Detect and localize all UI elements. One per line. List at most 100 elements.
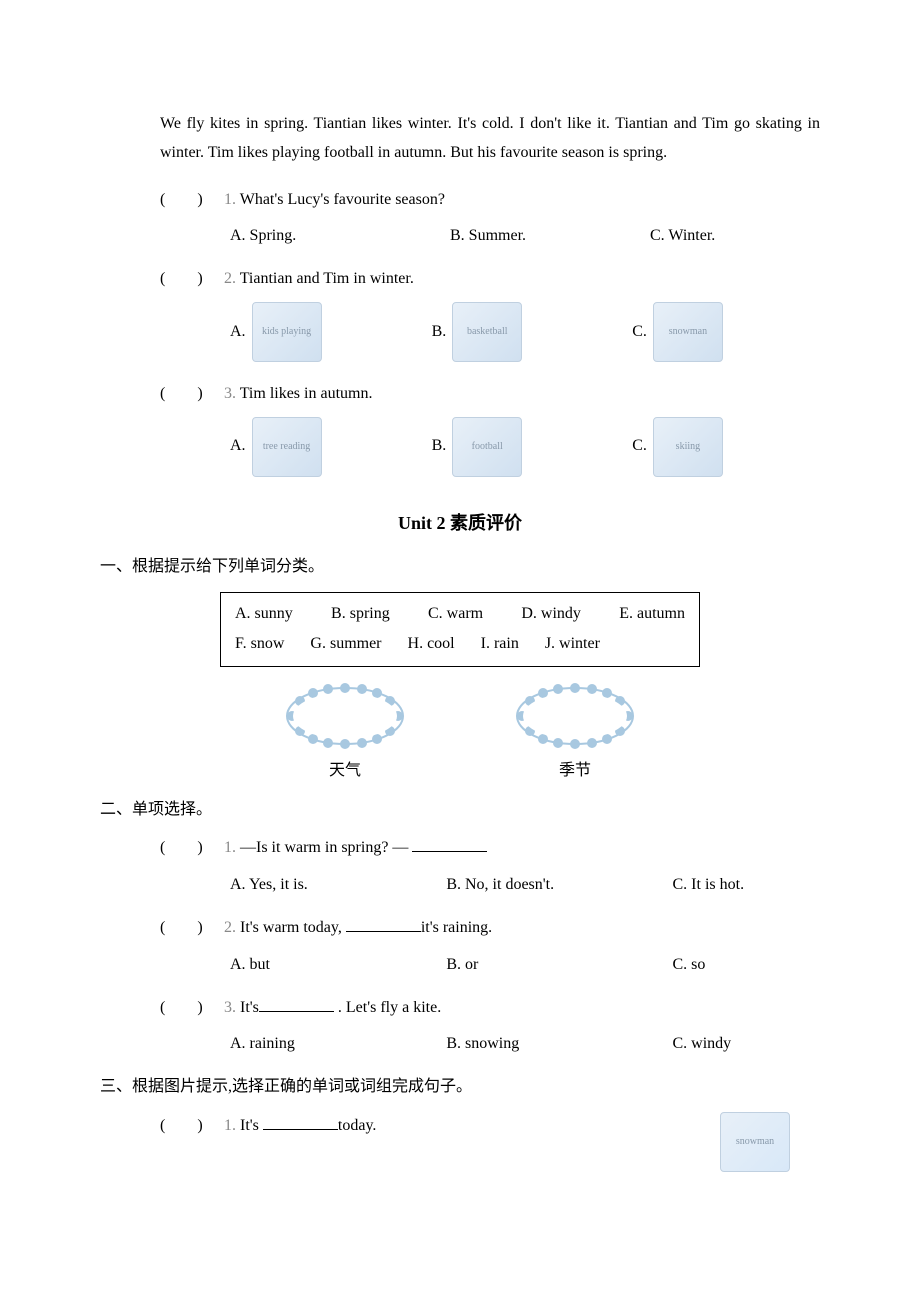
word-d: D. windy	[521, 599, 581, 629]
weather-oval[interactable]	[280, 681, 410, 751]
s2-q1-options: A. Yes, it is. B. No, it doesn't. C. It …	[230, 871, 820, 900]
question-number: 1.	[224, 839, 236, 856]
option-b[interactable]: B. or	[446, 951, 672, 980]
unit-title: Unit 2 素质评价	[100, 507, 820, 539]
question-1: ( ) 1. What's Lucy's favourite season?	[160, 186, 820, 215]
answer-bracket[interactable]: ( )	[160, 834, 220, 863]
option-a[interactable]: A. Yes, it is.	[230, 871, 446, 900]
option-c-label: C.	[632, 432, 647, 461]
question-text-b: . Let's fly a kite.	[334, 999, 441, 1016]
option-a-wrap[interactable]: A. tree reading	[230, 417, 322, 477]
snowman-icon: snowman	[653, 302, 723, 362]
question-number: 3.	[224, 385, 236, 402]
answer-bracket[interactable]: ( )	[160, 186, 220, 215]
answer-bracket[interactable]: ( )	[160, 1112, 220, 1141]
option-c-label: C.	[632, 318, 647, 347]
word-row-2: F. snow G. summer H. cool I. rain J. win…	[235, 629, 685, 659]
answer-bracket[interactable]: ( )	[160, 914, 220, 943]
word-g: G. summer	[310, 629, 381, 659]
passage-text: We fly kites in spring. Tiantian likes w…	[160, 110, 820, 168]
question-text-b: it's raining.	[421, 919, 492, 936]
option-b[interactable]: B. snowing	[446, 1030, 672, 1059]
q1-options: A. Spring. B. Summer. C. Winter.	[230, 222, 820, 251]
option-a-label: A.	[230, 318, 246, 347]
category-ovals: 天气 季节	[100, 681, 820, 786]
option-a-wrap[interactable]: A. kids playing	[230, 302, 322, 362]
question-text-a: It's warm today,	[236, 919, 346, 936]
option-a-label: A.	[230, 432, 246, 461]
question-text-b: today.	[338, 1117, 377, 1134]
basketball-icon: basketball	[452, 302, 522, 362]
option-c[interactable]: C. It is hot.	[673, 871, 821, 900]
blank-line[interactable]	[259, 996, 334, 1012]
question-number: 3.	[224, 999, 236, 1016]
question-text-a: It's	[236, 1117, 263, 1134]
word-f: F. snow	[235, 629, 284, 659]
s2-q2-options: A. but B. or C. so	[230, 951, 820, 980]
word-box: A. sunny B. spring C. warm D. windy E. a…	[220, 592, 700, 667]
question-2: ( ) 2. Tiantian and Tim in winter.	[160, 265, 820, 294]
blank-line[interactable]	[412, 836, 487, 852]
option-b-wrap[interactable]: B. football	[432, 417, 523, 477]
weather-oval-wrap: 天气	[280, 681, 410, 786]
s3-question-1: ( ) 1. It's today.	[160, 1112, 376, 1141]
section-1-title: 一、根据提示给下列单词分类。	[100, 553, 820, 582]
kids-playing-icon: kids playing	[252, 302, 322, 362]
option-b[interactable]: B. No, it doesn't.	[446, 871, 672, 900]
word-e: E. autumn	[619, 599, 685, 629]
option-b-label: B.	[432, 432, 447, 461]
word-a: A. sunny	[235, 599, 293, 629]
word-i: I. rain	[481, 629, 519, 659]
s2-q3-options: A. raining B. snowing C. windy	[230, 1030, 820, 1059]
question-3: ( ) 3. Tim likes in autumn.	[160, 380, 820, 409]
q2-image-options: A. kids playing B. basketball C. snowman	[230, 302, 820, 362]
option-c[interactable]: C. so	[673, 951, 821, 980]
answer-bracket[interactable]: ( )	[160, 994, 220, 1023]
option-c-wrap[interactable]: C. snowman	[632, 302, 723, 362]
season-oval-wrap: 季节	[510, 681, 640, 786]
section-2-title: 二、单项选择。	[100, 796, 820, 825]
football-icon: football	[452, 417, 522, 477]
answer-bracket[interactable]: ( )	[160, 265, 220, 294]
scalloped-oval-icon	[280, 681, 410, 751]
option-c[interactable]: C. windy	[673, 1030, 821, 1059]
question-number: 2.	[224, 919, 236, 936]
blank-line[interactable]	[346, 916, 421, 932]
section-3-title: 三、根据图片提示,选择正确的单词或词组完成句子。	[100, 1073, 820, 1102]
option-b-label: B.	[432, 318, 447, 347]
question-text: —Is it warm in spring? —	[236, 839, 412, 856]
word-j: J. winter	[545, 629, 600, 659]
snowman-icon: snowman	[720, 1112, 790, 1172]
question-text: Tim likes in autumn.	[236, 385, 372, 402]
question-number: 2.	[224, 270, 236, 287]
tree-reading-icon: tree reading	[252, 417, 322, 477]
option-b[interactable]: B. Summer.	[450, 222, 650, 251]
season-label: 季节	[510, 757, 640, 786]
option-c-wrap[interactable]: C. skiing	[632, 417, 723, 477]
blank-line[interactable]	[263, 1114, 338, 1130]
word-h: H. cool	[408, 629, 455, 659]
question-number: 1.	[224, 1117, 236, 1134]
question-text: What's Lucy's favourite season?	[236, 191, 445, 208]
option-b-wrap[interactable]: B. basketball	[432, 302, 523, 362]
question-text: Tiantian and Tim in winter.	[236, 270, 414, 287]
s2-question-3: ( ) 3. It's . Let's fly a kite.	[160, 994, 820, 1023]
weather-label: 天气	[280, 757, 410, 786]
s3-question-1-row: ( ) 1. It's today. snowman	[100, 1112, 820, 1172]
s2-question-2: ( ) 2. It's warm today, it's raining.	[160, 914, 820, 943]
word-row-1: A. sunny B. spring C. warm D. windy E. a…	[235, 599, 685, 629]
question-number: 1.	[224, 191, 236, 208]
option-a[interactable]: A. Spring.	[230, 222, 450, 251]
season-oval[interactable]	[510, 681, 640, 751]
word-c: C. warm	[428, 599, 483, 629]
q3-image-options: A. tree reading B. football C. skiing	[230, 417, 820, 477]
s2-question-1: ( ) 1. —Is it warm in spring? —	[160, 834, 820, 863]
option-c[interactable]: C. Winter.	[650, 222, 800, 251]
word-b: B. spring	[331, 599, 390, 629]
skiing-icon: skiing	[653, 417, 723, 477]
question-text-a: It's	[236, 999, 259, 1016]
scalloped-oval-icon	[510, 681, 640, 751]
option-a[interactable]: A. raining	[230, 1030, 446, 1059]
option-a[interactable]: A. but	[230, 951, 446, 980]
answer-bracket[interactable]: ( )	[160, 380, 220, 409]
